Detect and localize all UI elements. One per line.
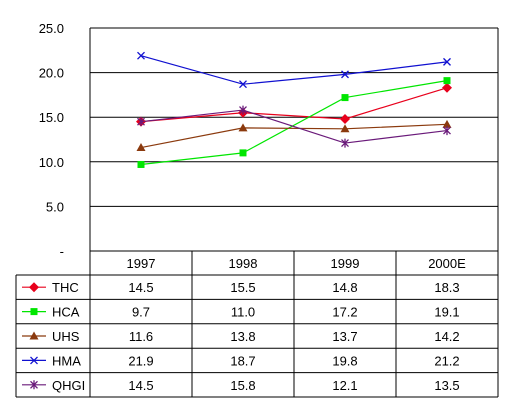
- data-point: [341, 138, 349, 148]
- data-point: [442, 82, 452, 93]
- legend-key-marker: [30, 380, 38, 390]
- series-line: [140, 123, 448, 149]
- table-cell-value: 13.8: [230, 329, 255, 344]
- series-line: [140, 55, 448, 85]
- x-tick-label: 1998: [229, 256, 258, 271]
- data-point: [136, 143, 146, 152]
- table-cell-value: 19.1: [434, 305, 459, 320]
- series-line: [140, 109, 448, 144]
- data-point: [239, 149, 247, 157]
- legend-key-marker: [30, 308, 38, 316]
- table-cell-value: 13.5: [434, 378, 459, 393]
- y-tick-label: -: [60, 244, 64, 259]
- y-tick-label: 25.0: [39, 21, 64, 36]
- data-point: [239, 105, 247, 115]
- y-tick-label: 15.0: [39, 110, 64, 125]
- table-cell-value: 14.5: [128, 378, 153, 393]
- legend-label: HMA: [52, 353, 81, 368]
- series-line: [140, 80, 448, 166]
- legend-key-marker: [30, 356, 38, 365]
- table-cell-value: 14.2: [434, 329, 459, 344]
- table-cell-value: 21.2: [434, 353, 459, 368]
- data-point: [341, 94, 349, 102]
- legend-key-marker: [29, 331, 39, 340]
- table-cell-value: 18.7: [230, 353, 255, 368]
- table-cell-value: 17.2: [332, 305, 357, 320]
- data-point: [443, 126, 451, 136]
- table-cell-value: 19.8: [332, 353, 357, 368]
- data-point: [443, 57, 451, 66]
- data-point: [239, 80, 247, 89]
- y-tick-label: 5.0: [46, 199, 64, 214]
- table-cell-value: 9.7: [132, 305, 150, 320]
- x-tick-label: 1999: [331, 256, 360, 271]
- table-cell-value: 13.7: [332, 329, 357, 344]
- x-tick-label: 1997: [127, 256, 156, 271]
- legend-label: QHGI: [52, 378, 85, 393]
- y-tick-label: 20.0: [39, 66, 64, 81]
- table-cell-value: 15.8: [230, 378, 255, 393]
- y-tick-label: 10.0: [39, 155, 64, 170]
- legend-label: HCA: [52, 305, 80, 320]
- legend-label: UHS: [52, 329, 80, 344]
- x-tick-label: 2000E: [428, 256, 466, 271]
- data-point: [137, 51, 145, 60]
- data-point: [341, 70, 349, 79]
- table-cell-value: 12.1: [332, 378, 357, 393]
- table-cell-value: 14.8: [332, 280, 357, 295]
- legend-label: THC: [52, 280, 79, 295]
- data-point: [340, 124, 350, 133]
- data-point: [442, 119, 452, 128]
- table-cell-value: 11.0: [231, 305, 255, 320]
- data-point: [238, 123, 248, 132]
- table-cell-value: 18.3: [434, 280, 459, 295]
- table-cell-value: 15.5: [230, 280, 255, 295]
- series-line: [140, 87, 448, 123]
- data-point: [443, 77, 451, 85]
- data-point: [340, 113, 350, 124]
- data-point: [137, 117, 145, 127]
- table-cell-value: 21.9: [128, 353, 153, 368]
- table-cell-value: 11.6: [129, 329, 153, 344]
- table-cell-value: 14.5: [128, 280, 153, 295]
- legend-key-marker: [29, 282, 39, 293]
- data-point: [137, 160, 145, 168]
